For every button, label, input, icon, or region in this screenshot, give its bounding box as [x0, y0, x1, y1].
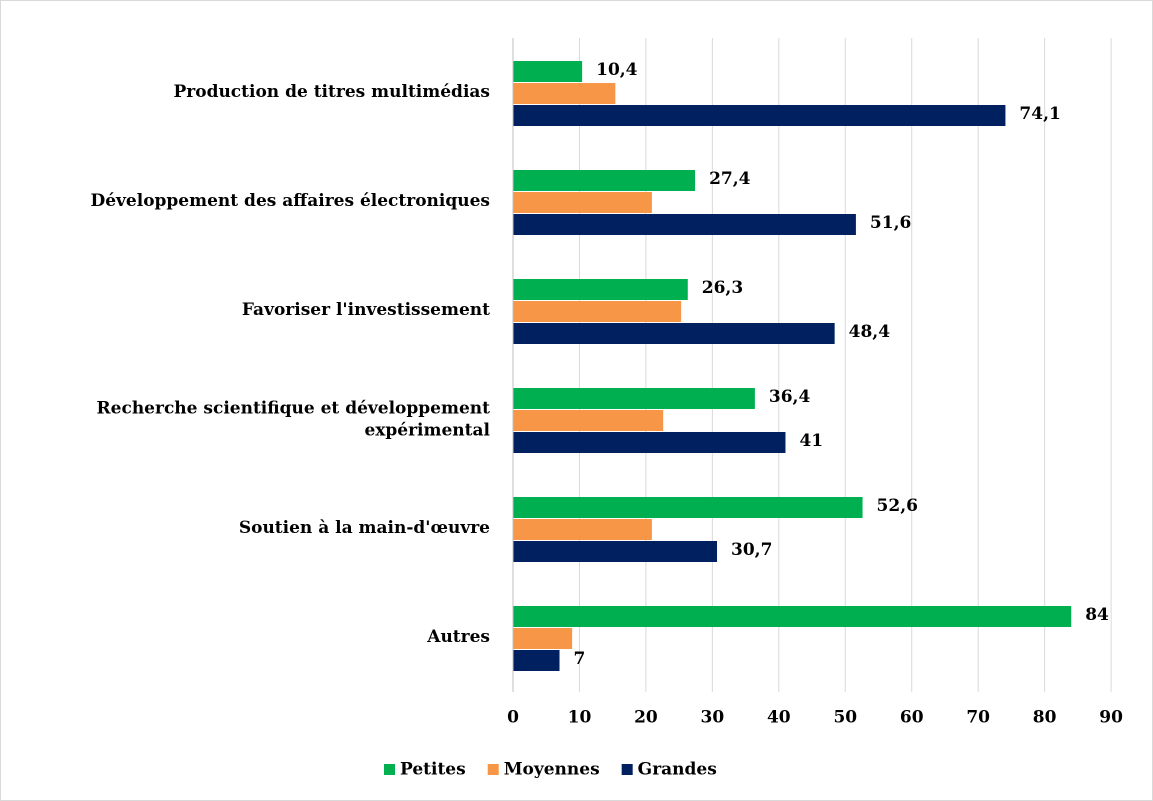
bar [513, 432, 786, 453]
bar [513, 83, 616, 104]
x-tick-label: 70 [966, 708, 990, 728]
bar [513, 105, 1006, 126]
value-label: 7 [574, 649, 586, 669]
x-tick-label: 40 [767, 708, 791, 728]
bar [513, 323, 835, 344]
bar [513, 214, 856, 235]
legend-swatch [384, 764, 395, 775]
bar [513, 410, 664, 431]
bar [513, 519, 652, 540]
legend-swatch [487, 764, 499, 775]
bar [513, 541, 718, 562]
legend-label: Moyennes [504, 760, 600, 780]
bar [513, 301, 682, 322]
category-label: Recherche scientifique et développement e… [97, 398, 491, 440]
bar [513, 192, 652, 213]
x-tick-label: 60 [900, 708, 924, 728]
category-label: Autres [426, 627, 490, 647]
value-label: 52,6 [877, 496, 918, 516]
bar [513, 170, 696, 191]
value-label: 30,7 [731, 540, 772, 560]
bar [513, 61, 583, 82]
bar [513, 650, 560, 671]
x-tick-label: 80 [1033, 708, 1057, 728]
value-label: 36,4 [769, 387, 811, 407]
category-label: Favoriser l'investissement [242, 300, 490, 320]
value-label: 74,1 [1019, 104, 1060, 124]
value-label: 10,4 [596, 60, 638, 80]
legend-swatch [621, 764, 633, 775]
x-tick-label: 10 [568, 708, 592, 728]
value-label: 84 [1085, 605, 1109, 625]
value-label: 41 [799, 431, 823, 451]
bar [513, 606, 1072, 627]
value-label: 26,3 [702, 278, 743, 298]
legend-label: Petites [400, 760, 466, 780]
value-label: 27,4 [709, 169, 751, 189]
legend-label: Grandes [638, 760, 717, 780]
category-label: Soutien à la main-d'œuvre [239, 518, 490, 538]
x-tick-label: 90 [1099, 708, 1123, 728]
x-tick-label: 0 [507, 708, 519, 728]
bar [513, 279, 688, 300]
bar [513, 628, 573, 649]
value-label: 48,4 [849, 322, 891, 342]
bar [513, 388, 755, 409]
x-tick-label: 30 [701, 708, 725, 728]
category-label: Production de titres multimédias [173, 82, 490, 102]
bar [513, 497, 863, 518]
category-label: Développement des affaires électroniques [90, 191, 490, 211]
value-label: 51,6 [870, 213, 911, 233]
x-tick-label: 20 [634, 708, 658, 728]
x-tick-label: 50 [833, 708, 857, 728]
